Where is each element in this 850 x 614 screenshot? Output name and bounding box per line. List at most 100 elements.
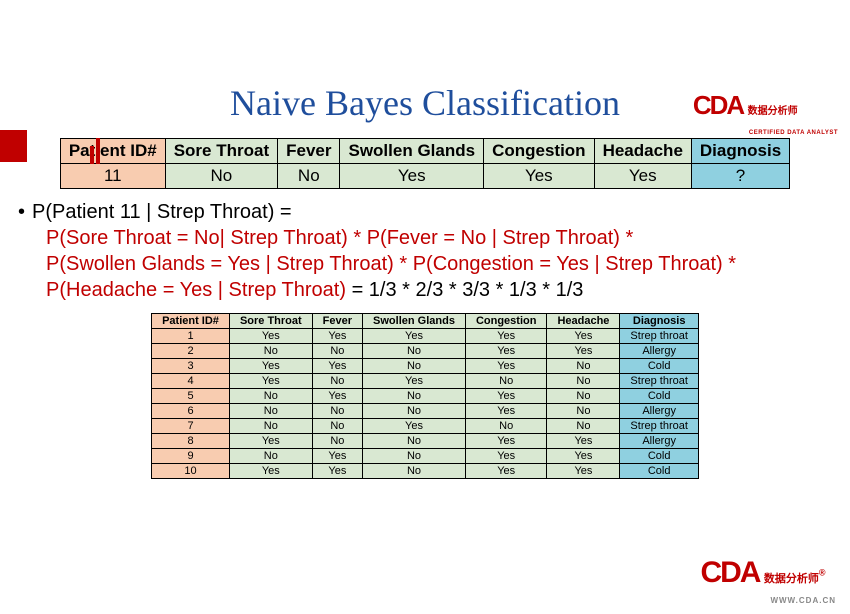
data-table-cell: Yes	[465, 464, 547, 479]
data-table-cell: Cold	[620, 359, 698, 374]
formula-line4-red: P(Headache = Yes | Strep Throat)	[46, 279, 346, 301]
data-table-header: Diagnosis	[620, 314, 698, 329]
formula-line1: P(Patient 11 | Strep Throat) =	[32, 201, 292, 223]
formula-line2: P(Sore Throat = No| Strep Throat) * P(Fe…	[46, 227, 633, 249]
data-table-cell: Yes	[229, 359, 312, 374]
data-table-cell: 5	[152, 389, 230, 404]
accent-bars	[90, 138, 100, 164]
data-table-cell: No	[547, 419, 620, 434]
data-table-cell: Yes	[229, 434, 312, 449]
probability-formula: •P(Patient 11 | Strep Throat) = P(Sore T…	[18, 199, 850, 303]
logo-tagline-en: CERTIFIED DATA ANALYST	[749, 130, 838, 136]
data-table-cell: No	[363, 389, 466, 404]
patient-query-table: Patient ID#Sore ThroatFeverSwollen Gland…	[60, 138, 790, 189]
data-table-cell: No	[363, 434, 466, 449]
formula-line3: P(Swollen Glands = Yes | Strep Throat) *…	[46, 253, 736, 275]
data-table-cell: Cold	[620, 449, 698, 464]
data-table-cell: No	[465, 374, 547, 389]
data-table-cell: 9	[152, 449, 230, 464]
data-table-cell: No	[312, 419, 362, 434]
data-table-cell: Yes	[312, 329, 362, 344]
data-table-cell: No	[363, 449, 466, 464]
patient-table-cell: No	[278, 164, 340, 189]
data-table-cell: No	[363, 359, 466, 374]
logo-bottom-text: CDA	[700, 556, 759, 589]
logo-top: CDA 数据分析师 CERTIFIED DATA ANALYST	[693, 90, 838, 139]
patient-table-cell: No	[165, 164, 277, 189]
data-table-header: Congestion	[465, 314, 547, 329]
data-table-cell: Yes	[465, 434, 547, 449]
table-row: 2NoNoNoYesYesAllergy	[152, 344, 699, 359]
data-table-cell: Yes	[229, 464, 312, 479]
table-row: 8YesNoNoYesYesAllergy	[152, 434, 699, 449]
data-table-cell: No	[363, 464, 466, 479]
patient-table-header: Diagnosis	[691, 139, 789, 164]
data-table-cell: Allergy	[620, 404, 698, 419]
logo-tagline-cn: 数据分析师	[748, 106, 798, 117]
data-table-cell: Yes	[465, 344, 547, 359]
data-table-cell: No	[312, 374, 362, 389]
data-table-header: Patient ID#	[152, 314, 230, 329]
data-table-cell: Yes	[465, 404, 547, 419]
data-table-cell: Yes	[547, 344, 620, 359]
table-row: 9NoYesNoYesYesCold	[152, 449, 699, 464]
table-row: 4YesNoYesNoNoStrep throat	[152, 374, 699, 389]
data-table-cell: Yes	[465, 359, 547, 374]
patient-table-cell: Yes	[484, 164, 595, 189]
data-table-cell: No	[229, 449, 312, 464]
data-table-cell: Yes	[465, 329, 547, 344]
data-table-cell: Strep throat	[620, 329, 698, 344]
logo-url: WWW.CDA.CN	[770, 596, 836, 605]
data-table-cell: No	[312, 434, 362, 449]
patient-table-header: Headache	[594, 139, 691, 164]
data-table-cell: No	[465, 419, 547, 434]
data-table-cell: Allergy	[620, 434, 698, 449]
patient-table-header: Sore Throat	[165, 139, 277, 164]
data-table-cell: No	[363, 404, 466, 419]
logo-text: CDA	[693, 90, 743, 120]
data-table-cell: Yes	[312, 359, 362, 374]
data-table-cell: Yes	[312, 449, 362, 464]
table-row: 10YesYesNoYesYesCold	[152, 464, 699, 479]
data-table-cell: 7	[152, 419, 230, 434]
patient-table-cell: ?	[691, 164, 789, 189]
data-table-cell: Yes	[547, 464, 620, 479]
patient-table-header: Congestion	[484, 139, 595, 164]
table-row: 3YesYesNoYesNoCold	[152, 359, 699, 374]
data-table-cell: Yes	[229, 374, 312, 389]
logo-bottom-tagline: 数据分析师	[764, 573, 819, 585]
data-table-cell: 10	[152, 464, 230, 479]
data-table-cell: 3	[152, 359, 230, 374]
data-table-cell: Yes	[229, 329, 312, 344]
data-table-cell: No	[547, 404, 620, 419]
data-table-cell: No	[312, 344, 362, 359]
data-table-header: Sore Throat	[229, 314, 312, 329]
data-table-cell: 4	[152, 374, 230, 389]
data-table-cell: Yes	[312, 464, 362, 479]
logo-bottom: CDA 数据分析师® WWW.CDA.CN	[700, 556, 836, 608]
data-table-cell: No	[547, 359, 620, 374]
data-table-cell: Yes	[363, 419, 466, 434]
patient-table-header: Patient ID#	[60, 139, 165, 164]
data-table-cell: Strep throat	[620, 374, 698, 389]
data-table-cell: 8	[152, 434, 230, 449]
data-table-cell: Yes	[363, 374, 466, 389]
data-table-cell: No	[229, 419, 312, 434]
data-table-header: Fever	[312, 314, 362, 329]
table-row: 7NoNoYesNoNoStrep throat	[152, 419, 699, 434]
data-table-cell: Yes	[547, 449, 620, 464]
patient-table-cell: Yes	[340, 164, 484, 189]
data-table-cell: Allergy	[620, 344, 698, 359]
data-table-cell: Yes	[547, 434, 620, 449]
patient-table-header: Fever	[278, 139, 340, 164]
patient-table-cell: Yes	[594, 164, 691, 189]
data-table-cell: Cold	[620, 389, 698, 404]
data-table-cell: 1	[152, 329, 230, 344]
patient-table-cell: 11	[60, 164, 165, 189]
table-row: 6NoNoNoYesNoAllergy	[152, 404, 699, 419]
data-table-cell: Yes	[312, 389, 362, 404]
accent-block	[0, 130, 27, 162]
data-table-cell: 2	[152, 344, 230, 359]
formula-line4-result: = 1/3 * 2/3 * 3/3 * 1/3 * 1/3	[346, 279, 583, 301]
data-table-header: Headache	[547, 314, 620, 329]
